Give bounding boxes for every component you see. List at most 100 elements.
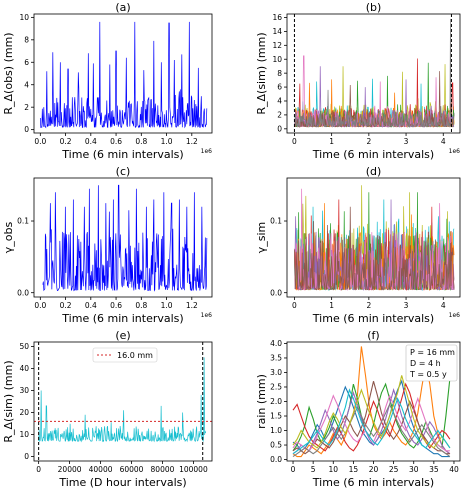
y-tick-label: 0.1	[270, 217, 282, 226]
x-tick-label: 30	[409, 465, 419, 474]
x-tick-label: 0	[292, 137, 297, 146]
x-tick-label: 0.8	[135, 137, 147, 146]
x-tick-label: 1	[329, 301, 334, 310]
panel-a: (a) 0.0 0.2 0.4 0.6 0.8 1.0 1.2 0 2 4 6 8 10 1e6 Time (…	[2, 1, 213, 161]
x-tick-label: 10	[328, 465, 338, 474]
y-tick-label: 0.0	[17, 288, 29, 297]
series-line	[292, 375, 451, 449]
plot-frame	[286, 177, 461, 298]
panel-e: (e) 0 20000 40000 60000 80000 100000 0 10 20 30 40 5…	[2, 329, 213, 488]
x-tick-label: 40	[449, 465, 459, 474]
x-tick-label: 100000	[179, 465, 208, 474]
y-tick-label: 0	[24, 125, 29, 134]
annotation-line: T = 0.5 y	[409, 370, 447, 379]
annotation-line: D = 4 h	[410, 359, 441, 368]
x-tick-label: 0.0	[34, 301, 46, 310]
y-tick-label: 16	[272, 13, 282, 22]
plot-area	[39, 21, 208, 129]
x-axis-label: Time (6 min intervals)	[312, 312, 434, 325]
y-tick-label: 14	[272, 27, 282, 36]
y-tick-label: 6	[24, 58, 29, 67]
y-tick-label: 2.5	[270, 383, 282, 392]
y-tick-label: 8	[277, 69, 282, 78]
y-tick-label: 1.5	[270, 412, 282, 421]
series-line	[292, 388, 451, 455]
x-tick-label: 40000	[89, 465, 113, 474]
panel-f: (f) 0 5 10 15 20 25 30 35 40 0.0 0.5 1.0 1.5 2.0 2.5 3.0…	[255, 329, 461, 488]
x-tick-label: 3	[404, 301, 409, 310]
y-tick-label: 3.0	[270, 368, 282, 377]
y-tick-label: 0.0	[270, 288, 282, 297]
x-tick-label: 60000	[120, 465, 144, 474]
y-tick-label: 4.0	[270, 339, 282, 348]
x-tick-label: 1.0	[161, 301, 173, 310]
series-line	[42, 184, 208, 292]
y-axis-label: γ_obs	[2, 222, 15, 254]
panel-d: (d) 0 1 2 3 4 0.0 0.1 1e6 Time (6 min intervals) γ…	[255, 165, 461, 325]
y-axis-label: rain (mm)	[255, 374, 268, 429]
y-tick-label: 0.5	[270, 441, 282, 450]
x-axis-label: Time (6 min intervals)	[61, 148, 183, 161]
x-axis-label: Time (D hour intervals)	[58, 476, 186, 488]
x-tick-label: 2	[366, 301, 371, 310]
legend-label: 16.0 mm	[117, 351, 153, 360]
y-tick-label: 20	[19, 408, 29, 417]
panel-title: (f)	[367, 329, 379, 342]
x-tick-label: 0.6	[110, 301, 122, 310]
x-tick-label: 0	[292, 301, 297, 310]
y-axis-label: γ_sim	[255, 222, 268, 254]
x-tick-label: 1.2	[186, 301, 198, 310]
plot-frame	[33, 341, 213, 462]
y-tick-label: 50	[19, 342, 29, 351]
series-line	[292, 381, 450, 455]
x-axis-label: Time (6 min intervals)	[312, 476, 434, 488]
x-tick-label: 0.4	[85, 301, 97, 310]
y-axis-label: R_Δ(sim) (mm)	[2, 360, 15, 442]
panel-c: (c) 0.0 0.2 0.4 0.6 0.8 1.0 1.2 0.0 0.1 1e6 Time (6…	[2, 165, 213, 325]
y-tick-label: 2.0	[270, 397, 282, 406]
series-line	[294, 18, 455, 128]
x-tick-label: 1	[329, 137, 334, 146]
y-tick-label: 3.5	[270, 354, 282, 363]
x-tick-label: 4	[441, 301, 446, 310]
y-tick-label: 4	[24, 80, 29, 89]
x-multiplier: 1e6	[201, 148, 213, 155]
plot-area	[292, 346, 451, 458]
y-tick-label: 10	[19, 13, 29, 22]
x-tick-label: 4	[441, 137, 446, 146]
y-tick-label: 10	[272, 55, 282, 64]
panel-title: (b)	[366, 1, 382, 14]
x-tick-label: 20	[369, 465, 379, 474]
y-tick-label: 0.0	[270, 455, 282, 464]
x-axis-label: Time (6 min intervals)	[61, 312, 183, 325]
x-tick-label: 25	[389, 465, 399, 474]
y-tick-label: 1.0	[270, 426, 282, 435]
x-tick-label: 20000	[58, 465, 82, 474]
plot-frame	[33, 13, 213, 134]
x-tick-label: 0	[291, 465, 296, 474]
series-line	[294, 206, 455, 291]
y-axis-label: R_Δ(sim) (mm)	[255, 32, 268, 114]
x-tick-label: 0.0	[34, 137, 46, 146]
y-tick-label: 30	[19, 386, 29, 395]
series-line	[292, 382, 451, 452]
x-multiplier: 1e6	[201, 312, 213, 319]
y-tick-label: 2	[277, 111, 282, 120]
series-line	[292, 403, 451, 458]
y-tick-label: 0	[24, 452, 29, 461]
x-axis-label: Time (6 min intervals)	[312, 148, 434, 161]
plot-area	[34, 342, 212, 461]
plot-area	[293, 14, 455, 133]
panel-title: (c)	[116, 165, 131, 178]
x-tick-label: 1.0	[161, 137, 173, 146]
x-tick-label: 80000	[151, 465, 175, 474]
panel-title: (d)	[366, 165, 382, 178]
series-line	[292, 388, 451, 455]
panel-title: (a)	[115, 1, 130, 14]
annotation-box	[405, 344, 458, 382]
y-tick-label: 10	[19, 430, 29, 439]
y-tick-label: 4	[277, 97, 282, 106]
y-tick-label: 12	[272, 41, 282, 50]
x-tick-label: 0	[36, 465, 41, 474]
